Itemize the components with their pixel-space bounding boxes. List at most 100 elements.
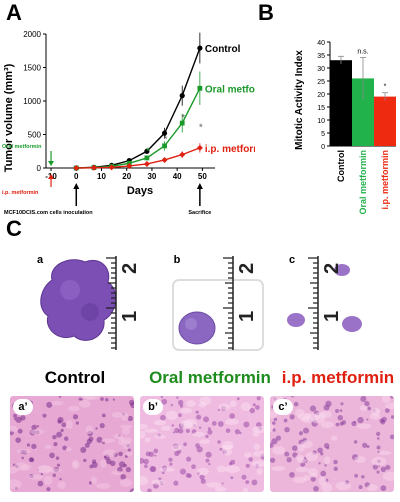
cytoplasm-patch [371, 456, 387, 466]
tumor-tissue [342, 316, 362, 332]
photo-label-c: c [284, 252, 300, 268]
cell-nucleus [46, 487, 51, 492]
cell-nucleus [177, 399, 184, 406]
cell-nucleus [205, 458, 210, 463]
cytoplasm-patch [90, 476, 98, 485]
cell-nucleus [21, 456, 24, 460]
cytoplasm-patch [292, 476, 307, 484]
cell-nucleus [291, 396, 294, 398]
cytoplasm-patch [160, 425, 171, 431]
panel-label-a: A [6, 0, 22, 25]
cell-nucleus [376, 437, 380, 440]
ip-metformin-start-label: i.p. metformin [2, 190, 39, 196]
cell-nucleus [15, 416, 22, 423]
cytoplasm-patch [79, 399, 91, 408]
cytoplasm-patch [371, 407, 380, 417]
cytoplasm-patch [321, 482, 333, 492]
cell-nucleus [309, 405, 317, 412]
cytoplasm-patch [366, 484, 378, 492]
cell-nucleus [380, 466, 387, 473]
cytoplasm-patch [240, 402, 251, 411]
cell-nucleus [236, 397, 240, 401]
data-point [144, 148, 150, 154]
y-tick-label: 35 [317, 53, 325, 60]
ruler: 2 1 [223, 256, 258, 350]
y-tick-label: 20 [317, 92, 325, 99]
sacrifice-label: Sacrifice [188, 210, 211, 216]
y-tick-label: 2000 [23, 30, 41, 39]
cell-nucleus [46, 401, 53, 408]
histology-ip: c’ [270, 396, 394, 492]
tumor-tissue [334, 264, 350, 276]
y-tick-label: 500 [28, 131, 42, 140]
cell-nucleus [313, 485, 319, 492]
cell-nucleus [160, 414, 166, 421]
cell-nucleus [179, 468, 187, 475]
cytoplasm-patch [96, 483, 111, 489]
tumor-tissue [40, 259, 117, 341]
y-tick-label: 5 [321, 131, 325, 138]
cytoplasm-patch [271, 466, 286, 472]
cytoplasm-patch [72, 459, 79, 468]
cell-nucleus [271, 438, 278, 445]
cytoplasm-patch [10, 425, 18, 433]
cell-nucleus [275, 435, 282, 441]
significance-label: n.s. [357, 49, 368, 56]
bar [374, 96, 396, 146]
cell-nucleus [245, 463, 250, 468]
cell-nucleus [196, 446, 203, 453]
cell-nucleus [176, 396, 179, 399]
cell-nucleus [360, 396, 367, 402]
ruler: 2 1 [308, 256, 343, 350]
cell-nucleus [272, 421, 276, 425]
data-point [179, 120, 185, 126]
cell-nucleus [72, 414, 79, 420]
cytoplasm-patch [140, 475, 149, 486]
cell-nucleus [384, 408, 390, 413]
cell-nucleus [128, 399, 134, 406]
cytoplasm-patch [28, 474, 44, 480]
data-point [162, 143, 167, 149]
cytoplasm-patch [192, 431, 205, 437]
cytoplasm-patch [378, 450, 392, 456]
cytoplasm-patch [51, 400, 64, 406]
cell-nucleus [196, 414, 202, 420]
tumor-lobe [185, 318, 197, 330]
data-point [179, 151, 186, 158]
cell-nucleus [325, 400, 332, 407]
cell-nucleus [357, 416, 364, 424]
cytoplasm-patch [153, 419, 167, 426]
cell-nucleus [324, 464, 327, 467]
cell-nucleus [101, 413, 106, 418]
cell-nucleus [61, 422, 67, 428]
category-label: Control [336, 150, 346, 182]
cytoplasm-patch [359, 405, 368, 411]
cell-nucleus [337, 415, 343, 421]
ip-start-arrowhead [48, 174, 55, 179]
cell-nucleus [208, 462, 211, 466]
cytoplasm-patch [102, 449, 117, 458]
tumor-photo-oral: 2 1 b [167, 250, 271, 352]
tumor-tissue [178, 311, 216, 345]
x-tick-label: 0 [74, 172, 79, 181]
cytoplasm-patch [252, 450, 264, 457]
cell-nucleus [270, 442, 274, 448]
cytoplasm-patch [295, 466, 309, 473]
cell-nucleus [36, 425, 39, 428]
cytoplasm-patch [301, 415, 314, 423]
cytoplasm-patch [198, 439, 211, 444]
cell-nucleus [99, 423, 105, 429]
cytoplasm-patch [300, 440, 313, 449]
cytoplasm-patch [179, 407, 193, 414]
significance-asterisk: * [181, 113, 185, 124]
cell-nucleus [185, 473, 191, 478]
series-label: i.p. metformin [205, 144, 255, 155]
svg-text:2: 2 [236, 263, 258, 274]
cytoplasm-patch [121, 427, 131, 435]
cytoplasm-patch [222, 440, 234, 450]
cell-nucleus [13, 413, 18, 418]
histology-label-a: a’ [13, 399, 33, 415]
cytoplasm-patch [144, 437, 151, 443]
cell-nucleus [230, 476, 234, 480]
cell-nucleus [63, 436, 69, 441]
